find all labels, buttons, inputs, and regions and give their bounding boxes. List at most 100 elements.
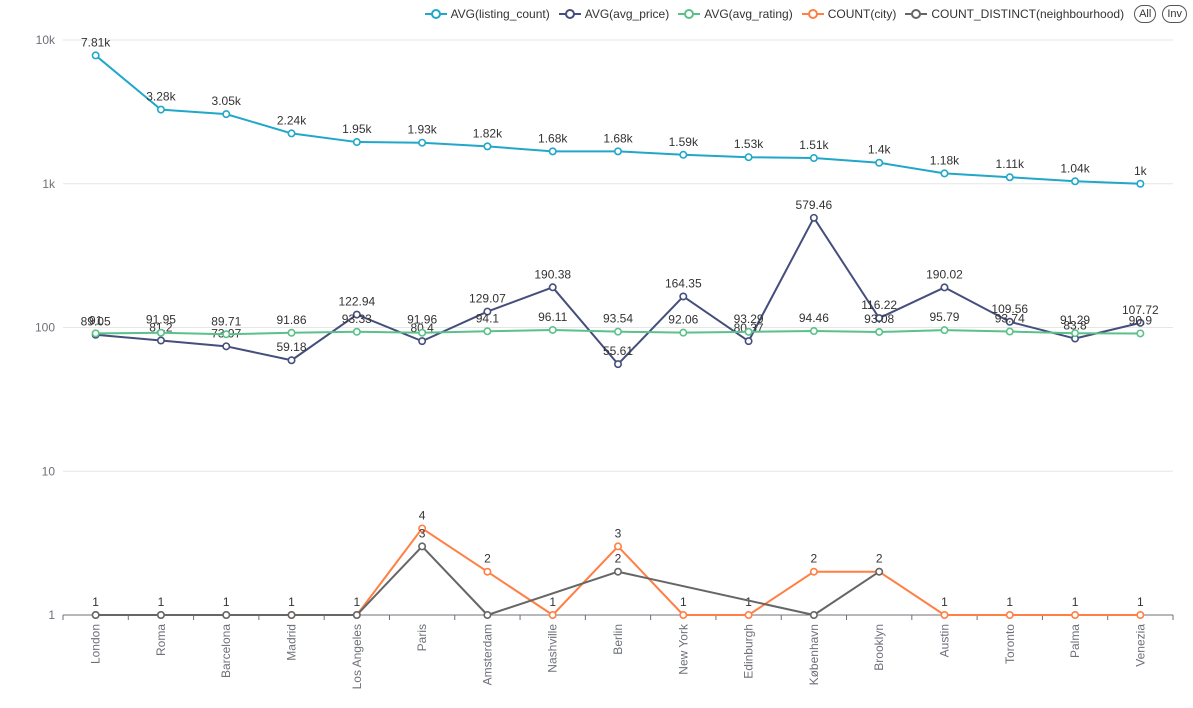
legend-invert-button[interactable]: Inv bbox=[1162, 5, 1187, 23]
data-point[interactable] bbox=[483, 307, 492, 316]
data-label: 93.08 bbox=[864, 312, 894, 326]
data-point[interactable] bbox=[809, 327, 818, 336]
data-point[interactable] bbox=[1071, 177, 1080, 186]
data-point[interactable] bbox=[1136, 329, 1145, 338]
x-tick-label: London bbox=[89, 624, 103, 664]
data-label: 2 bbox=[811, 552, 818, 566]
data-point[interactable] bbox=[287, 129, 296, 138]
data-point[interactable] bbox=[156, 610, 165, 619]
legend-select-all-button[interactable]: All bbox=[1134, 5, 1157, 23]
data-point[interactable] bbox=[613, 360, 622, 369]
data-point[interactable] bbox=[809, 154, 818, 163]
data-point[interactable] bbox=[613, 327, 622, 336]
data-point[interactable] bbox=[940, 169, 949, 178]
y-tick-label: 1k bbox=[42, 177, 56, 191]
data-point[interactable] bbox=[809, 610, 818, 619]
data-point[interactable] bbox=[483, 327, 492, 336]
data-point[interactable] bbox=[548, 283, 557, 292]
data-point[interactable] bbox=[744, 610, 753, 619]
data-point[interactable] bbox=[1005, 173, 1014, 182]
data-point[interactable] bbox=[156, 105, 165, 114]
data-point[interactable] bbox=[548, 610, 557, 619]
data-point[interactable] bbox=[156, 336, 165, 345]
x-tick-label: Brooklyn bbox=[872, 624, 886, 671]
data-point[interactable] bbox=[483, 142, 492, 151]
data-label: 1 bbox=[1137, 595, 1144, 609]
data-point[interactable] bbox=[1005, 317, 1014, 326]
data-point[interactable] bbox=[352, 138, 361, 147]
data-point[interactable] bbox=[1005, 610, 1014, 619]
data-point[interactable] bbox=[287, 328, 296, 337]
data-point[interactable] bbox=[1005, 327, 1014, 336]
legend-label: AVG(avg_price) bbox=[584, 7, 670, 21]
data-label: 90.9 bbox=[1129, 313, 1153, 327]
data-point[interactable] bbox=[940, 283, 949, 292]
data-point[interactable] bbox=[287, 610, 296, 619]
data-label: 1 bbox=[353, 595, 360, 609]
data-point[interactable] bbox=[613, 567, 622, 576]
data-label: 93.74 bbox=[995, 312, 1025, 326]
data-label: 94.1 bbox=[476, 311, 500, 325]
data-point[interactable] bbox=[418, 337, 427, 346]
data-point[interactable] bbox=[352, 310, 361, 319]
data-point[interactable] bbox=[875, 158, 884, 167]
data-point[interactable] bbox=[91, 610, 100, 619]
data-label: 91.96 bbox=[407, 313, 437, 327]
series-4: 32 bbox=[91, 526, 884, 619]
data-point[interactable] bbox=[222, 330, 231, 339]
legend-item[interactable]: AVG(listing_count) bbox=[424, 7, 550, 21]
legend-item[interactable]: COUNT(city) bbox=[801, 7, 896, 21]
data-point[interactable] bbox=[418, 328, 427, 337]
data-point[interactable] bbox=[1136, 179, 1145, 188]
data-label: 59.18 bbox=[277, 340, 307, 354]
data-point[interactable] bbox=[91, 51, 100, 60]
data-label: 122.94 bbox=[338, 295, 375, 309]
legend-item[interactable]: AVG(avg_rating) bbox=[678, 7, 793, 21]
data-point[interactable] bbox=[809, 567, 818, 576]
data-point[interactable] bbox=[679, 610, 688, 619]
data-point[interactable] bbox=[613, 147, 622, 156]
data-point[interactable] bbox=[744, 327, 753, 336]
data-point[interactable] bbox=[287, 356, 296, 365]
data-point[interactable] bbox=[744, 337, 753, 346]
data-point[interactable] bbox=[940, 326, 949, 335]
data-point[interactable] bbox=[809, 213, 818, 222]
data-point[interactable] bbox=[679, 328, 688, 337]
data-point[interactable] bbox=[875, 314, 884, 323]
data-point[interactable] bbox=[1071, 329, 1080, 338]
data-point[interactable] bbox=[1071, 610, 1080, 619]
data-label: 1.18k bbox=[930, 153, 960, 167]
series-1: 89.0581.273.9759.18122.9480.4129.07190.3… bbox=[81, 198, 1159, 369]
data-point[interactable] bbox=[875, 567, 884, 576]
data-point[interactable] bbox=[744, 153, 753, 162]
data-point[interactable] bbox=[548, 325, 557, 334]
data-point[interactable] bbox=[156, 328, 165, 337]
data-point[interactable] bbox=[91, 329, 100, 338]
data-point[interactable] bbox=[875, 327, 884, 336]
data-point[interactable] bbox=[352, 327, 361, 336]
data-point[interactable] bbox=[418, 524, 427, 533]
data-point[interactable] bbox=[1136, 318, 1145, 327]
data-point[interactable] bbox=[352, 610, 361, 619]
data-point[interactable] bbox=[222, 610, 231, 619]
data-point[interactable] bbox=[613, 542, 622, 551]
data-point[interactable] bbox=[222, 342, 231, 351]
data-point[interactable] bbox=[418, 542, 427, 551]
data-point[interactable] bbox=[679, 292, 688, 301]
data-point[interactable] bbox=[679, 150, 688, 159]
series-0: 7.81k 3.28k 3.05k 2.24k 1.95k 1.93k 1.82k 1.68k… bbox=[81, 35, 1148, 188]
data-point[interactable] bbox=[418, 138, 427, 147]
data-label: 7.81k bbox=[81, 35, 111, 49]
data-label: 1 bbox=[1006, 595, 1013, 609]
data-point[interactable] bbox=[483, 610, 492, 619]
data-point[interactable] bbox=[222, 110, 231, 119]
data-point[interactable] bbox=[940, 610, 949, 619]
legend-item[interactable]: COUNT_DISTINCT(neighbourhood) bbox=[905, 7, 1124, 21]
data-point[interactable] bbox=[548, 147, 557, 156]
data-label: 55.61 bbox=[603, 344, 633, 358]
data-point[interactable] bbox=[483, 567, 492, 576]
legend-item[interactable]: AVG(avg_price) bbox=[558, 7, 670, 21]
data-point[interactable] bbox=[1136, 610, 1145, 619]
data-label: 1.4k bbox=[868, 143, 892, 157]
